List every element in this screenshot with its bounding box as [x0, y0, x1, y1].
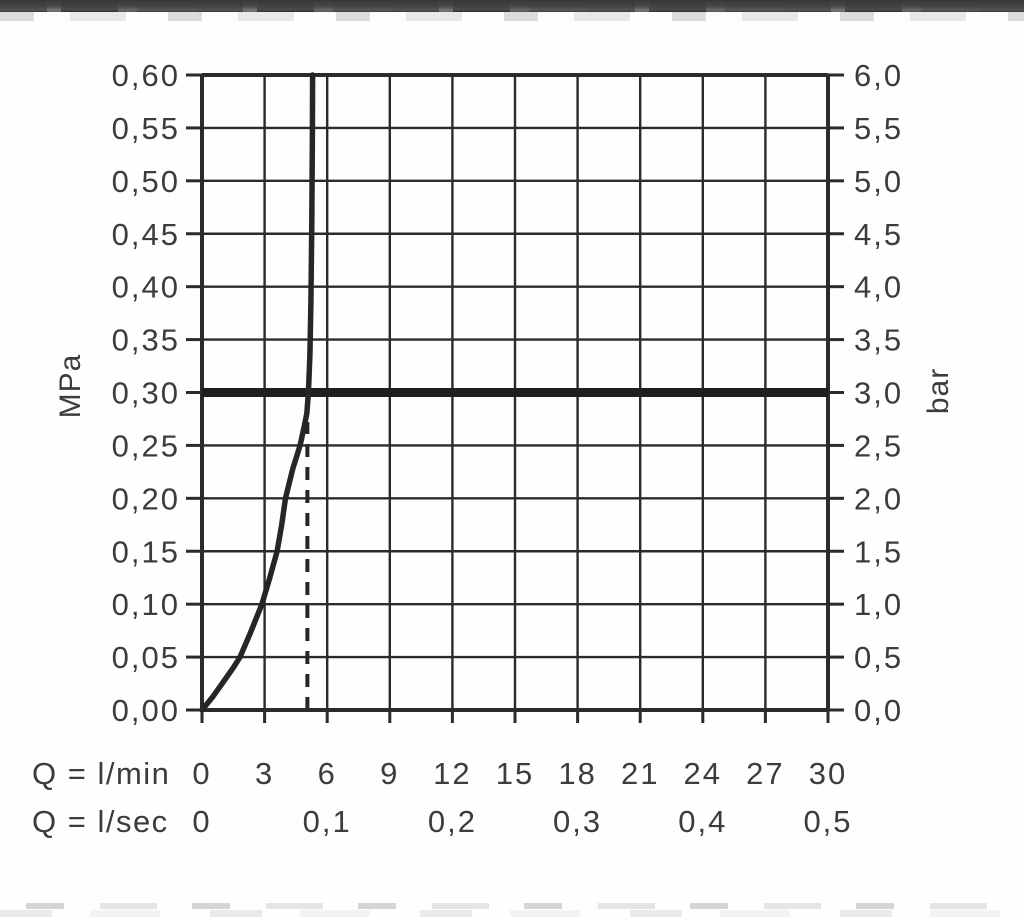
y-axis-tick-label-mpa: 0,60 — [112, 58, 180, 93]
y-axis-tick-label-bar: 1,0 — [854, 587, 903, 622]
x-axis-lsec-row-label: Q = l/sec — [32, 804, 169, 839]
y-axis-tick-label-bar: 0,0 — [854, 693, 903, 728]
y-axis-tick-label-mpa: 0,40 — [112, 270, 180, 305]
left-axis-unit-label: MPa — [54, 354, 87, 419]
x-axis-tick-label-lmin: 27 — [746, 756, 784, 791]
scan-artifact-bottom-band-faint — [0, 910, 1024, 917]
y-axis-tick-label-mpa: 0,45 — [112, 217, 180, 252]
y-axis-tick-label-mpa: 0,30 — [112, 376, 180, 411]
x-axis-tick-label-lsec: 0,4 — [678, 804, 727, 839]
y-axis-tick-label-mpa: 0,55 — [112, 111, 180, 146]
flow-pressure-curve — [199, 72, 316, 713]
x-axis-tick-label-lmin: 30 — [809, 756, 847, 791]
y-axis-tick-label-bar: 4,0 — [854, 270, 903, 305]
x-axis-tick-label-lsec: 0,1 — [303, 804, 352, 839]
x-axis-tick-label-lmin: 3 — [255, 756, 274, 791]
y-axis-tick-label-mpa: 0,15 — [112, 534, 180, 569]
x-axis-tick-label-lmin: 9 — [380, 756, 399, 791]
x-axis-tick-label-lsec: 0,2 — [428, 804, 477, 839]
x-axis-tick-label-lmin: 21 — [621, 756, 659, 791]
scan-artifact-top-band — [0, 0, 1024, 12]
right-axis-unit-label: bar — [922, 368, 955, 414]
y-axis-tick-label-mpa: 0,50 — [112, 164, 180, 199]
y-axis-tick-label-bar: 3,0 — [854, 376, 903, 411]
x-axis-tick-label-lmin: 12 — [433, 756, 471, 791]
y-axis-tick-label-bar: 5,0 — [854, 164, 903, 199]
x-axis-tick-label-lsec: 0 — [192, 804, 211, 839]
x-axis-tick-label-lsec: 0,5 — [803, 804, 852, 839]
x-axis-tick-label-lmin: 15 — [496, 756, 534, 791]
y-axis-tick-label-mpa: 0,35 — [112, 323, 180, 358]
y-axis-tick-label-bar: 0,5 — [854, 640, 903, 675]
x-axis-tick-label-lmin: 24 — [684, 756, 722, 791]
x-axis-tick-label-lmin: 18 — [558, 756, 596, 791]
y-axis-tick-label-mpa: 0,00 — [112, 693, 180, 728]
y-axis-tick-label-mpa: 0,05 — [112, 640, 180, 675]
x-axis-tick-label-lmin: 6 — [318, 756, 337, 791]
y-axis-tick-label-mpa: 0,25 — [112, 428, 180, 463]
y-axis-tick-label-bar: 6,0 — [854, 58, 903, 93]
x-axis-tick-label-lmin: 0 — [192, 756, 211, 791]
x-axis-tick-label-lsec: 0,3 — [553, 804, 602, 839]
y-axis-tick-label-mpa: 0,10 — [112, 587, 180, 622]
y-axis-tick-label-bar: 1,5 — [854, 534, 903, 569]
y-axis-tick-label-bar: 2,0 — [854, 481, 903, 516]
y-axis-tick-label-bar: 4,5 — [854, 217, 903, 252]
y-axis-tick-label-bar: 3,5 — [854, 323, 903, 358]
y-axis-tick-label-bar: 2,5 — [854, 428, 903, 463]
scan-artifact-bottom-band — [26, 903, 1018, 909]
y-axis-tick-label-mpa: 0,20 — [112, 481, 180, 516]
scan-artifact-top-band-faint — [0, 12, 1024, 21]
y-axis-tick-label-bar: 5,5 — [854, 111, 903, 146]
x-axis-lmin-row-label: Q = l/min — [32, 756, 170, 791]
